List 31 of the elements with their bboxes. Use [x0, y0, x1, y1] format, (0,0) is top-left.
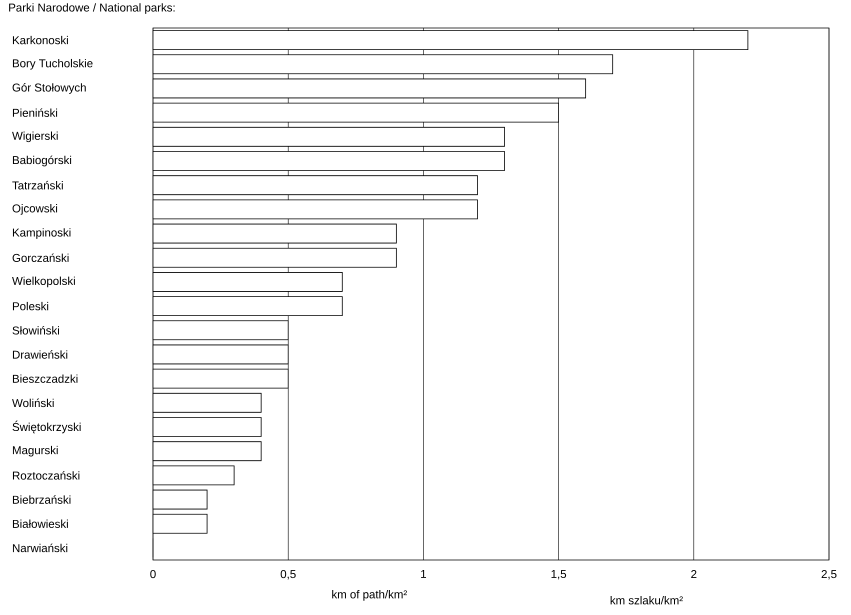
y-tick-label: Bory Tucholskie — [12, 58, 93, 70]
y-tick-label: Narwiański — [12, 544, 68, 552]
y-tick-label: Roztoczański — [12, 471, 80, 480]
y-tick-label: Kampinoski — [12, 228, 70, 239]
y-tick-label: Drawieński — [12, 350, 68, 359]
y-tick-label: Wielkopolski — [12, 276, 75, 288]
y-tick-label: Tatrzański — [12, 180, 63, 190]
y-tick-label: Karkonoski — [12, 36, 68, 44]
y-tick-label: Gorczański — [12, 253, 69, 262]
y-tick-label: Babiogórski — [12, 156, 72, 166]
y-tick-label: Świętokrzyski — [12, 420, 81, 434]
y-tick-label: Poleski — [12, 302, 48, 310]
y-tick-label: Gór Stołowych — [12, 83, 86, 94]
y-tick-label: Słowiński — [12, 326, 59, 335]
y-tick-label: Pieniński — [12, 108, 58, 117]
y-tick-label: Białowieski — [12, 520, 68, 528]
x-tick-label: 0 — [150, 570, 156, 578]
y-tick-label: Woliński — [12, 398, 54, 408]
y-tick-label: Magurski — [12, 446, 58, 457]
x-tick-label: 0,5 — [280, 570, 296, 580]
y-tick-label: Wigierski — [12, 131, 58, 142]
chart-title: Parki Narodowe / National parks: — [9, 3, 175, 14]
x-tick-label: 1 — [421, 570, 426, 578]
x-tick-label: 1,5 — [552, 570, 566, 580]
y-tick-label: Bieszczadzki — [12, 374, 78, 383]
y-tick-label: Ojcowski — [12, 204, 58, 215]
y-tick-label: Biebrzański — [12, 495, 70, 504]
x-tick-label: 2 — [691, 570, 696, 578]
text: km szlaku/km² — [610, 596, 683, 604]
x-tick-label: 2,5 — [822, 570, 836, 580]
x-axis-title: km of path/km² — [332, 590, 407, 601]
